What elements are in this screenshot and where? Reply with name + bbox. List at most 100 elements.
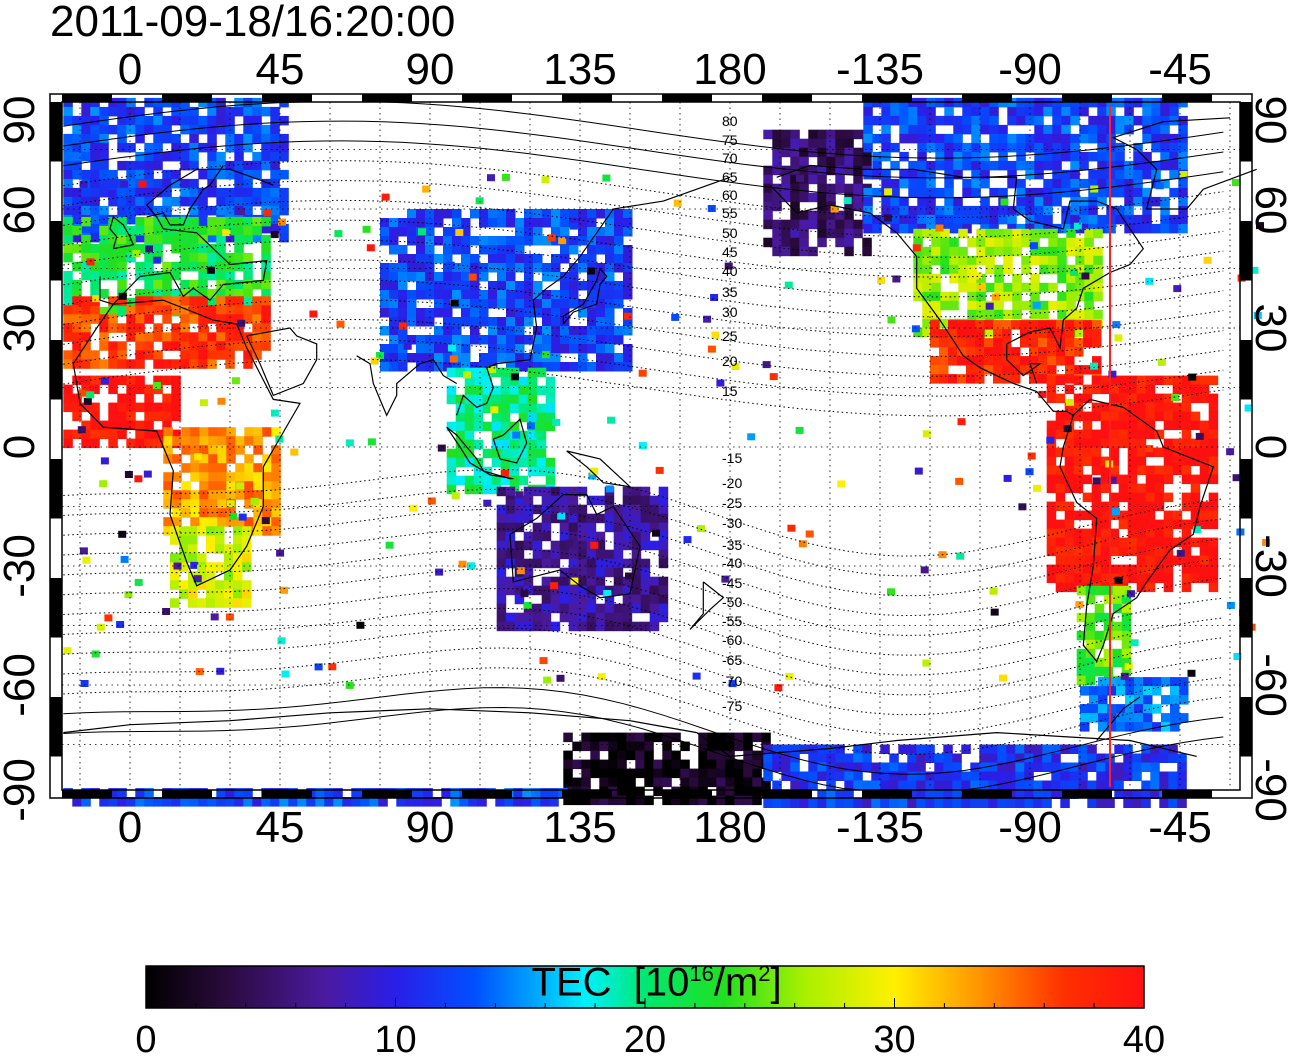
tec-cell	[207, 305, 217, 315]
tec-cell	[1121, 666, 1132, 677]
tec-cell	[1002, 365, 1012, 375]
tec-cell	[505, 576, 516, 587]
tec-cell	[1106, 106, 1116, 117]
tec-cell	[835, 174, 845, 185]
tec-cell	[243, 252, 253, 263]
tec-dot	[1233, 653, 1242, 660]
tec-cell	[617, 732, 627, 743]
tec-cell	[416, 308, 426, 318]
tec-cell	[1025, 187, 1035, 198]
tec-cell	[180, 115, 190, 126]
tec-cell	[790, 192, 800, 203]
tec-cell	[1208, 510, 1219, 521]
tec-cell	[1082, 510, 1093, 521]
tec-cell	[799, 165, 809, 176]
tec-cell	[1115, 205, 1125, 216]
tec-cell	[658, 603, 669, 614]
tec-cell	[890, 187, 900, 198]
tec-cell	[470, 317, 480, 327]
tec-cell	[1046, 528, 1057, 539]
tec-cell	[1064, 564, 1075, 575]
tec-cell	[939, 338, 949, 348]
tec-cell	[1065, 347, 1075, 357]
tec-cell	[1056, 347, 1066, 357]
tec-cell	[216, 187, 226, 198]
tec-dot	[446, 261, 455, 269]
tec-cell	[1075, 327, 1085, 338]
tec-cell	[970, 780, 980, 790]
tec-cell	[482, 376, 493, 387]
tec-cell	[425, 308, 435, 318]
tec-cell	[198, 350, 208, 360]
tec-cell	[1154, 447, 1165, 458]
tec-cell	[844, 762, 854, 772]
coastline-scandinavia	[146, 165, 224, 226]
tec-cell	[206, 562, 216, 572]
contour-line	[63, 706, 1224, 791]
tec-cell	[907, 744, 917, 754]
tec-cell	[1208, 375, 1219, 386]
tec-cell	[604, 504, 615, 515]
tec-cell	[989, 214, 999, 225]
tec-cell	[1127, 501, 1138, 512]
tec-cell	[425, 227, 435, 237]
tec-cell	[243, 225, 253, 236]
tec-cell	[99, 160, 109, 171]
tec-cell	[497, 317, 507, 327]
tec-cell	[1151, 169, 1161, 180]
tec-cell	[491, 457, 502, 468]
tec-cell	[1145, 375, 1156, 386]
tec-cell	[90, 243, 100, 254]
tec-cell	[1190, 537, 1201, 548]
tec-cell	[1124, 115, 1134, 126]
tec-cell	[135, 420, 145, 431]
tec-cell	[975, 320, 985, 330]
tec-cell	[626, 786, 636, 797]
tec-dot	[210, 613, 219, 621]
tec-cell	[934, 771, 944, 781]
tec-cell	[117, 788, 127, 798]
tec-cell	[790, 228, 800, 239]
tec-cell	[1070, 151, 1080, 162]
tec-cell	[153, 323, 163, 333]
tec-cell	[199, 517, 209, 527]
tec-cell	[144, 169, 154, 180]
tec-cell	[640, 504, 651, 515]
tec-cell	[90, 133, 100, 144]
tec-cell	[1145, 546, 1156, 557]
tec-dot	[1090, 362, 1098, 370]
tec-cell	[135, 151, 145, 162]
tec-cell	[171, 384, 181, 395]
tec-cell	[1084, 228, 1094, 239]
tec-cell	[162, 115, 172, 126]
tec-cell	[1109, 537, 1120, 548]
tec-cell	[898, 744, 908, 754]
tec-cell	[578, 254, 588, 264]
tec-cell	[1160, 115, 1170, 126]
tec-cell	[559, 486, 570, 497]
tec-dot	[716, 379, 725, 387]
tec-cell	[577, 549, 588, 560]
tec-cell	[117, 279, 127, 290]
tec-cell	[455, 457, 466, 468]
tec-cell	[1115, 187, 1125, 198]
tec-cell	[496, 522, 507, 533]
tec-cell	[653, 732, 663, 743]
tec-cell	[1136, 456, 1147, 467]
tec-cell	[1181, 537, 1192, 548]
coastline-new-guinea	[566, 450, 632, 488]
tec-cell	[1082, 537, 1093, 548]
tec-cell	[622, 612, 633, 623]
tec-cell	[980, 169, 990, 180]
tec-cell	[496, 603, 507, 614]
tec-cell	[1016, 133, 1026, 144]
tec-cell	[1087, 744, 1097, 754]
tec-cell	[559, 540, 570, 551]
tec-cell	[198, 296, 208, 306]
tec-cell	[153, 142, 163, 153]
tec-cell	[1079, 151, 1089, 162]
tec-cell	[614, 362, 624, 372]
tec-cell	[244, 499, 254, 509]
tec-cell	[569, 344, 579, 354]
tec-cell	[1127, 465, 1138, 476]
